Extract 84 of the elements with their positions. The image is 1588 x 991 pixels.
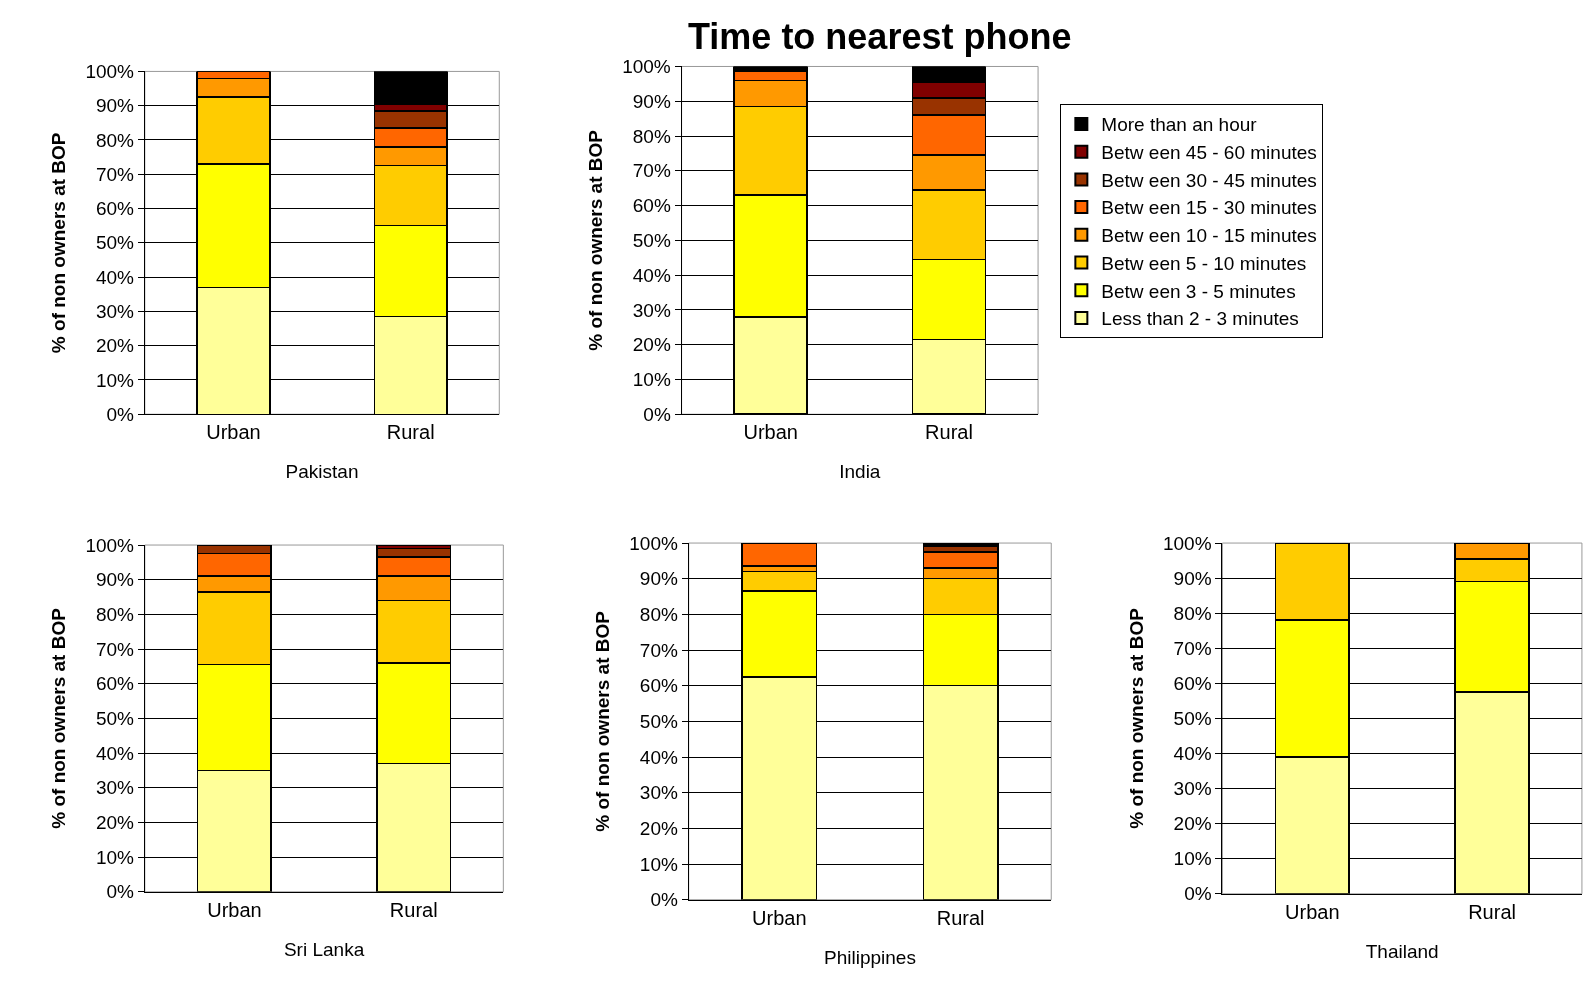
y-tick-label: 90% — [639, 568, 678, 590]
legend-label: Betw een 5 - 10 minutes — [1101, 252, 1307, 274]
y-tick-label: 0% — [106, 403, 135, 425]
x-axis-title: India — [839, 461, 881, 483]
legend-label: Less than 2 - 3 minutes — [1101, 308, 1299, 330]
y-tick-label: 30% — [1173, 778, 1212, 800]
y-axis-title: % of non owners at BOP — [1125, 607, 1147, 829]
y-tick-label: 10% — [95, 846, 135, 868]
x-tick-label: Urban — [206, 421, 261, 444]
y-tick-label: 70% — [95, 638, 135, 660]
y-tick-label: 50% — [95, 708, 135, 730]
legend-label: Betw een 10 - 15 minutes — [1101, 225, 1317, 247]
x-axis-title: Philippines — [824, 946, 916, 968]
y-tick-label: 10% — [95, 369, 135, 391]
y-tick-label: 60% — [95, 198, 135, 220]
x-tick-label: Rural — [925, 421, 973, 444]
x-tick-label: Urban — [743, 421, 798, 444]
y-tick-label: 60% — [639, 675, 678, 697]
y-tick-label: 40% — [95, 266, 135, 288]
y-tick-label: 0% — [106, 881, 135, 903]
y-tick-label: 40% — [1173, 743, 1212, 765]
y-tick-label: 70% — [639, 639, 678, 661]
legend-label: Betw een 30 - 45 minutes — [1101, 169, 1317, 191]
y-tick-label: 60% — [1173, 673, 1212, 694]
y-tick-label: 0% — [650, 889, 678, 911]
x-axis-title: Sri Lanka — [283, 938, 365, 960]
y-tick-label: 30% — [639, 782, 678, 804]
y-tick-label: 50% — [639, 711, 678, 733]
y-tick-label: 30% — [95, 777, 135, 799]
y-tick-label: 0% — [643, 403, 671, 425]
y-tick-label: 20% — [632, 334, 671, 356]
y-tick-label: 90% — [95, 569, 135, 591]
legend-label: More than an hour — [1101, 114, 1258, 136]
x-tick-label: Rural — [1468, 900, 1516, 923]
legend-label: Betw een 3 - 5 minutes — [1101, 280, 1296, 302]
y-axis-title: % of non owners at BOP — [592, 610, 614, 832]
y-tick-label: 90% — [1173, 567, 1212, 589]
y-tick-label: 60% — [632, 195, 671, 217]
y-tick-label: 80% — [95, 604, 135, 626]
y-tick-label: 40% — [639, 746, 678, 768]
y-axis-title: % of non owners at BOP — [48, 607, 70, 829]
y-tick-label: 20% — [639, 818, 678, 840]
y-tick-label: 10% — [1173, 848, 1212, 870]
y-tick-label: 0% — [1184, 883, 1212, 905]
y-tick-label: 60% — [95, 673, 135, 695]
x-axis-title: Thailand — [1365, 940, 1439, 962]
y-tick-label: 40% — [632, 264, 671, 286]
y-tick-label: 20% — [95, 335, 135, 357]
y-tick-label: 10% — [639, 853, 678, 875]
y-tick-label: 30% — [632, 299, 671, 321]
y-tick-label: 100% — [85, 61, 135, 83]
y-tick-label: 20% — [1173, 813, 1212, 835]
y-axis-title: % of non owners at BOP — [48, 132, 70, 354]
y-tick-label: 80% — [95, 129, 135, 151]
y-tick-label: 100% — [85, 534, 135, 556]
y-tick-label: 100% — [1162, 532, 1212, 554]
x-tick-label: Urban — [207, 898, 262, 921]
y-tick-label: 10% — [632, 369, 671, 391]
y-tick-label: 80% — [632, 125, 671, 147]
x-tick-label: Rural — [389, 898, 438, 921]
y-tick-label: 20% — [95, 812, 135, 834]
y-tick-label: 70% — [632, 160, 671, 182]
y-tick-label: 40% — [95, 742, 135, 764]
y-tick-label: 90% — [95, 95, 135, 117]
y-tick-label: 80% — [639, 604, 678, 626]
x-tick-label: Rural — [386, 421, 435, 444]
y-tick-label: 30% — [95, 301, 135, 323]
chart-title: Time to nearest phone — [688, 16, 1072, 57]
x-tick-label: Urban — [752, 906, 807, 929]
legend-label: Betw een 45 - 60 minutes — [1101, 142, 1317, 164]
y-tick-label: 70% — [1173, 637, 1212, 659]
y-tick-label: 50% — [632, 230, 671, 252]
y-tick-label: 70% — [95, 163, 135, 185]
y-tick-label: 90% — [632, 90, 671, 112]
x-tick-label: Rural — [936, 906, 985, 929]
legend-label: Betw een 15 - 30 minutes — [1101, 197, 1317, 219]
y-tick-label: 50% — [95, 232, 135, 254]
y-tick-label: 100% — [629, 532, 678, 554]
x-axis-title: Pakistan — [285, 461, 359, 483]
y-axis-title: % of non owners at BOP — [585, 129, 607, 351]
y-tick-label: 50% — [1173, 708, 1212, 730]
y-tick-label: 80% — [1173, 602, 1212, 624]
y-tick-label: 100% — [622, 56, 671, 78]
x-tick-label: Urban — [1285, 900, 1340, 923]
